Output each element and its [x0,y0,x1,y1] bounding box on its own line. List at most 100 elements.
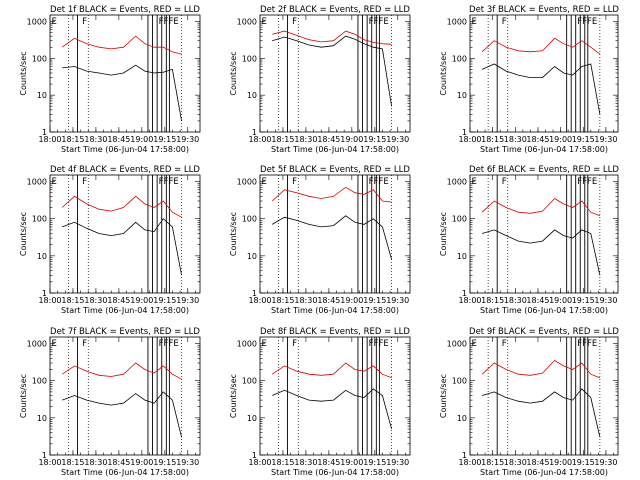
x-tick-label: 19:00 [549,135,572,144]
marker-label: E [472,177,477,187]
x-tick-label: 18:00 [248,458,271,467]
x-tick-label: 19:15 [363,296,386,305]
x-tick-label: 19:00 [340,458,363,467]
y-axis-label: Counts/sec [19,51,28,95]
x-tick-label: 18:45 [107,458,130,467]
y-tick-label: 100 [452,54,467,63]
x-tick-label: 19:15 [363,135,386,144]
x-tick-label: 18:30 [504,135,527,144]
y-tick-label: 100 [242,377,257,386]
detector-panel-7: Det 7f BLACK = Events, RED = LLD 1 10 100 10… [19,327,200,477]
marker-label: FFFE [577,339,597,349]
x-tick-label: 18:00 [248,135,271,144]
marker-label: FFFE [369,17,389,27]
y-tick-label: 1000 [27,17,47,26]
y-tick-label: 1 [252,128,257,137]
x-axis-label: Start Time (06-Jun-04 17:58:00) [271,468,399,477]
plot-frame [469,336,619,456]
x-tick-label: 18:00 [458,296,481,305]
marker-label: E [52,17,57,27]
y-axis-label: Counts/sec [439,374,448,418]
x-tick-label: 18:15 [481,296,504,305]
x-tick-label: 18:45 [526,296,549,305]
y-tick-label: 1000 [447,340,467,349]
marker-label: F [292,339,297,349]
marker-label: E [262,339,267,349]
x-tick-label: 18:15 [481,458,504,467]
plot-frame [49,174,201,294]
marker-label: E [262,177,267,187]
y-axis-label: Counts/sec [229,51,238,95]
plot-frame [259,336,411,456]
x-tick-label: 18:15 [271,458,294,467]
marker-label: F [82,17,87,27]
y-tick-label: 100 [242,54,257,63]
events-series-line [481,63,601,115]
y-tick-label: 1000 [27,340,47,349]
y-tick-label: 10 [247,91,257,100]
lld-series-line [61,195,182,218]
y-tick-label: 100 [242,215,257,224]
events-series-line [62,391,182,438]
marker-label: FFFE [577,177,597,187]
detector-panel-1: Det 1f BLACK = Events, RED = LLD 1 10 100 10… [19,5,200,154]
x-tick-label: 18:45 [107,135,130,144]
plot-frame [469,174,619,294]
x-tick-label: 18:30 [294,296,317,305]
x-tick-label: 19:30 [594,135,617,144]
x-axis-label: Start Time (06-Jun-04 17:58:00) [61,145,189,154]
events-series-line [62,218,182,276]
x-tick-label: 19:30 [386,458,409,467]
lld-series-line [271,362,392,379]
x-tick-label: 19:30 [386,135,409,144]
x-axis-label: Start Time (06-Jun-04 17:58:00) [480,145,608,154]
x-tick-label: 18:45 [317,135,340,144]
x-axis-label: Start Time (06-Jun-04 17:58:00) [271,145,399,154]
plot-frame [49,336,201,456]
marker-label: F [82,177,87,187]
marker-label: FFFE [369,339,389,349]
x-tick-label: 18:00 [248,296,271,305]
y-tick-label: 1 [252,289,257,298]
x-tick-label: 18:30 [294,135,317,144]
x-tick-label: 19:00 [340,296,363,305]
detector-panel-4: Det 4f BLACK = Events, RED = LLD 1 10 100 10… [19,165,200,315]
events-series-line [62,64,182,121]
y-tick-label: 10 [37,252,47,261]
x-tick-label: 18:30 [84,458,107,467]
x-tick-label: 19:15 [572,135,595,144]
x-tick-label: 19:30 [176,135,199,144]
y-tick-label: 10 [457,252,467,261]
marker-label: E [262,17,267,27]
x-tick-label: 18:15 [61,296,84,305]
marker-label: FFFE [159,339,179,349]
panel-title: Det 6f BLACK = Events, RED = LLD [469,165,619,175]
x-axis-label: Start Time (06-Jun-04 17:58:00) [61,306,189,315]
x-tick-label: 19:00 [549,458,572,467]
y-tick-label: 100 [32,215,47,224]
y-tick-label: 100 [32,54,47,63]
x-tick-label: 19:15 [572,296,595,305]
events-series-line [271,215,392,260]
panel-title: Det 3f BLACK = Events, RED = LLD [469,5,619,15]
x-tick-label: 19:30 [176,296,199,305]
marker-label: E [472,17,477,27]
x-axis-label: Start Time (06-Jun-04 17:58:00) [480,468,608,477]
y-tick-label: 1 [252,451,257,460]
plot-frame [49,14,201,133]
y-tick-label: 100 [32,377,47,386]
x-tick-label: 19:30 [594,458,617,467]
y-tick-label: 10 [247,414,257,423]
x-tick-label: 19:00 [130,296,153,305]
x-tick-label: 19:15 [153,458,176,467]
y-tick-label: 100 [452,215,467,224]
detector-panel-8: Det 8f BLACK = Events, RED = LLD 1 10 100 10… [229,327,410,477]
x-tick-label: 19:15 [153,135,176,144]
y-tick-label: 10 [37,414,47,423]
lld-series-line [272,30,392,45]
marker-label: E [472,339,477,349]
x-tick-label: 18:45 [526,458,549,467]
x-tick-label: 19:00 [340,135,363,144]
lld-series-line [481,197,601,217]
